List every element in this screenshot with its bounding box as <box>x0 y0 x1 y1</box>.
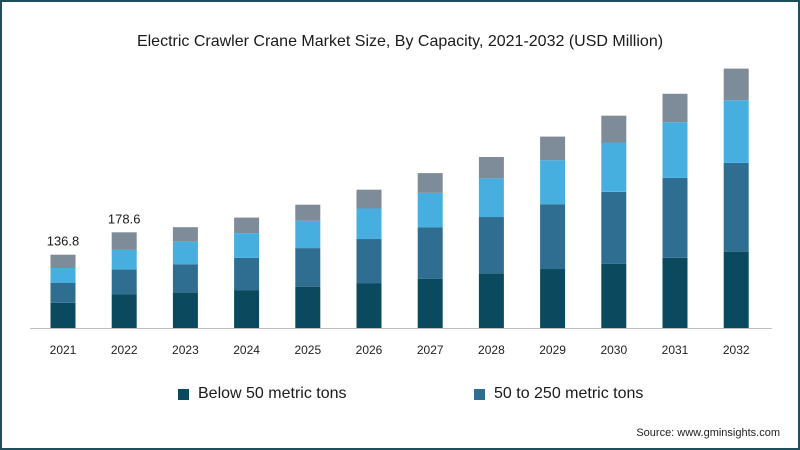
bar-segment-2026-s3 <box>356 189 382 209</box>
x-tick-label-2032: 2032 <box>723 343 750 357</box>
bar-segment-2028-s2 <box>478 178 504 218</box>
bar-segment-2024-s1 <box>234 257 260 291</box>
bar-segment-2021-s0 <box>50 302 76 328</box>
bar-segment-2031-s3 <box>662 93 688 123</box>
bar-segment-2026-s0 <box>356 283 382 328</box>
bar-segment-2027-s0 <box>417 278 443 328</box>
x-tick-label-2031: 2031 <box>662 343 689 357</box>
x-tick-label-2021: 2021 <box>50 343 77 357</box>
bar-segment-2021-s1 <box>50 283 76 303</box>
source-note: Source: www.gminsights.com <box>636 427 780 439</box>
bar-segment-2029-s3 <box>540 136 566 161</box>
bar-segment-2025-s1 <box>295 248 321 287</box>
bar-segment-2023-s3 <box>172 227 198 242</box>
bar-segment-2031-s1 <box>662 177 688 258</box>
bar-segment-2030-s0 <box>601 263 627 328</box>
legend-label: 50 to 250 metric tons <box>494 385 644 402</box>
legend-label: Below 50 metric tons <box>198 385 347 402</box>
bar-segment-2030-s2 <box>601 142 627 192</box>
bar-segment-2023-s2 <box>172 241 198 265</box>
bar-segment-2028-s0 <box>478 273 504 328</box>
bar-segment-2023-s0 <box>172 292 198 328</box>
legend-swatch <box>474 388 485 400</box>
bar-segment-2022-s1 <box>111 269 137 295</box>
bar-segment-2027-s2 <box>417 192 443 228</box>
x-tick-label-2024: 2024 <box>233 343 260 357</box>
bar-segment-2025-s2 <box>295 220 321 249</box>
x-tick-label-2026: 2026 <box>356 343 383 357</box>
bar-segment-2030-s3 <box>601 115 627 143</box>
bar-segment-2024-s0 <box>234 290 260 328</box>
x-tick-label-2030: 2030 <box>600 343 627 357</box>
bar-segment-2021-s2 <box>50 268 76 283</box>
bar-segment-2024-s3 <box>234 217 260 234</box>
legend-item-50-to-250: 50 to 250 metric tons <box>474 385 643 403</box>
bar-segment-2032-s1 <box>723 162 749 252</box>
bar-segment-2025-s3 <box>295 204 321 221</box>
bar-segment-2030-s1 <box>601 191 627 264</box>
bar-segment-2029-s2 <box>540 160 566 205</box>
bar-segment-2031-s0 <box>662 257 688 328</box>
x-tick-label-2025: 2025 <box>294 343 321 357</box>
bar-segment-2022-s3 <box>111 232 137 250</box>
bar-segment-2032-s3 <box>723 68 749 101</box>
bar-segment-2027-s1 <box>417 227 443 279</box>
bar-segment-2032-s0 <box>723 251 749 328</box>
bar-segment-2022-s2 <box>111 249 137 270</box>
bar-segment-2022-s0 <box>111 294 137 328</box>
bar-segment-2024-s2 <box>234 233 260 258</box>
bar-segment-2021-s3 <box>50 254 76 268</box>
data-label-2021: 136.8 <box>47 234 80 249</box>
legend-item-below-50: Below 50 metric tons <box>178 385 347 403</box>
bar-segment-2029-s0 <box>540 269 566 328</box>
bar-segment-2028-s1 <box>478 217 504 274</box>
x-tick-label-2029: 2029 <box>539 343 566 357</box>
bar-segment-2026-s2 <box>356 208 382 240</box>
bar-segment-2029-s1 <box>540 204 566 270</box>
x-tick-label-2023: 2023 <box>172 343 199 357</box>
chart-title: Electric Crawler Crane Market Size, By C… <box>136 33 664 50</box>
bar-segment-2027-s3 <box>417 173 443 193</box>
bar-segment-2028-s3 <box>478 157 504 179</box>
bar-segment-2023-s1 <box>172 264 198 293</box>
legend-swatch <box>178 388 189 400</box>
x-tick-label-2027: 2027 <box>417 343 444 357</box>
bar-segment-2032-s2 <box>723 100 749 163</box>
x-tick-label-2022: 2022 <box>111 343 138 357</box>
bar-segment-2031-s2 <box>662 122 688 178</box>
x-tick-label-2028: 2028 <box>478 343 505 357</box>
bar-segment-2026-s1 <box>356 239 382 284</box>
bar-segment-2025-s0 <box>295 286 321 328</box>
data-label-2022: 178.6 <box>108 211 141 226</box>
